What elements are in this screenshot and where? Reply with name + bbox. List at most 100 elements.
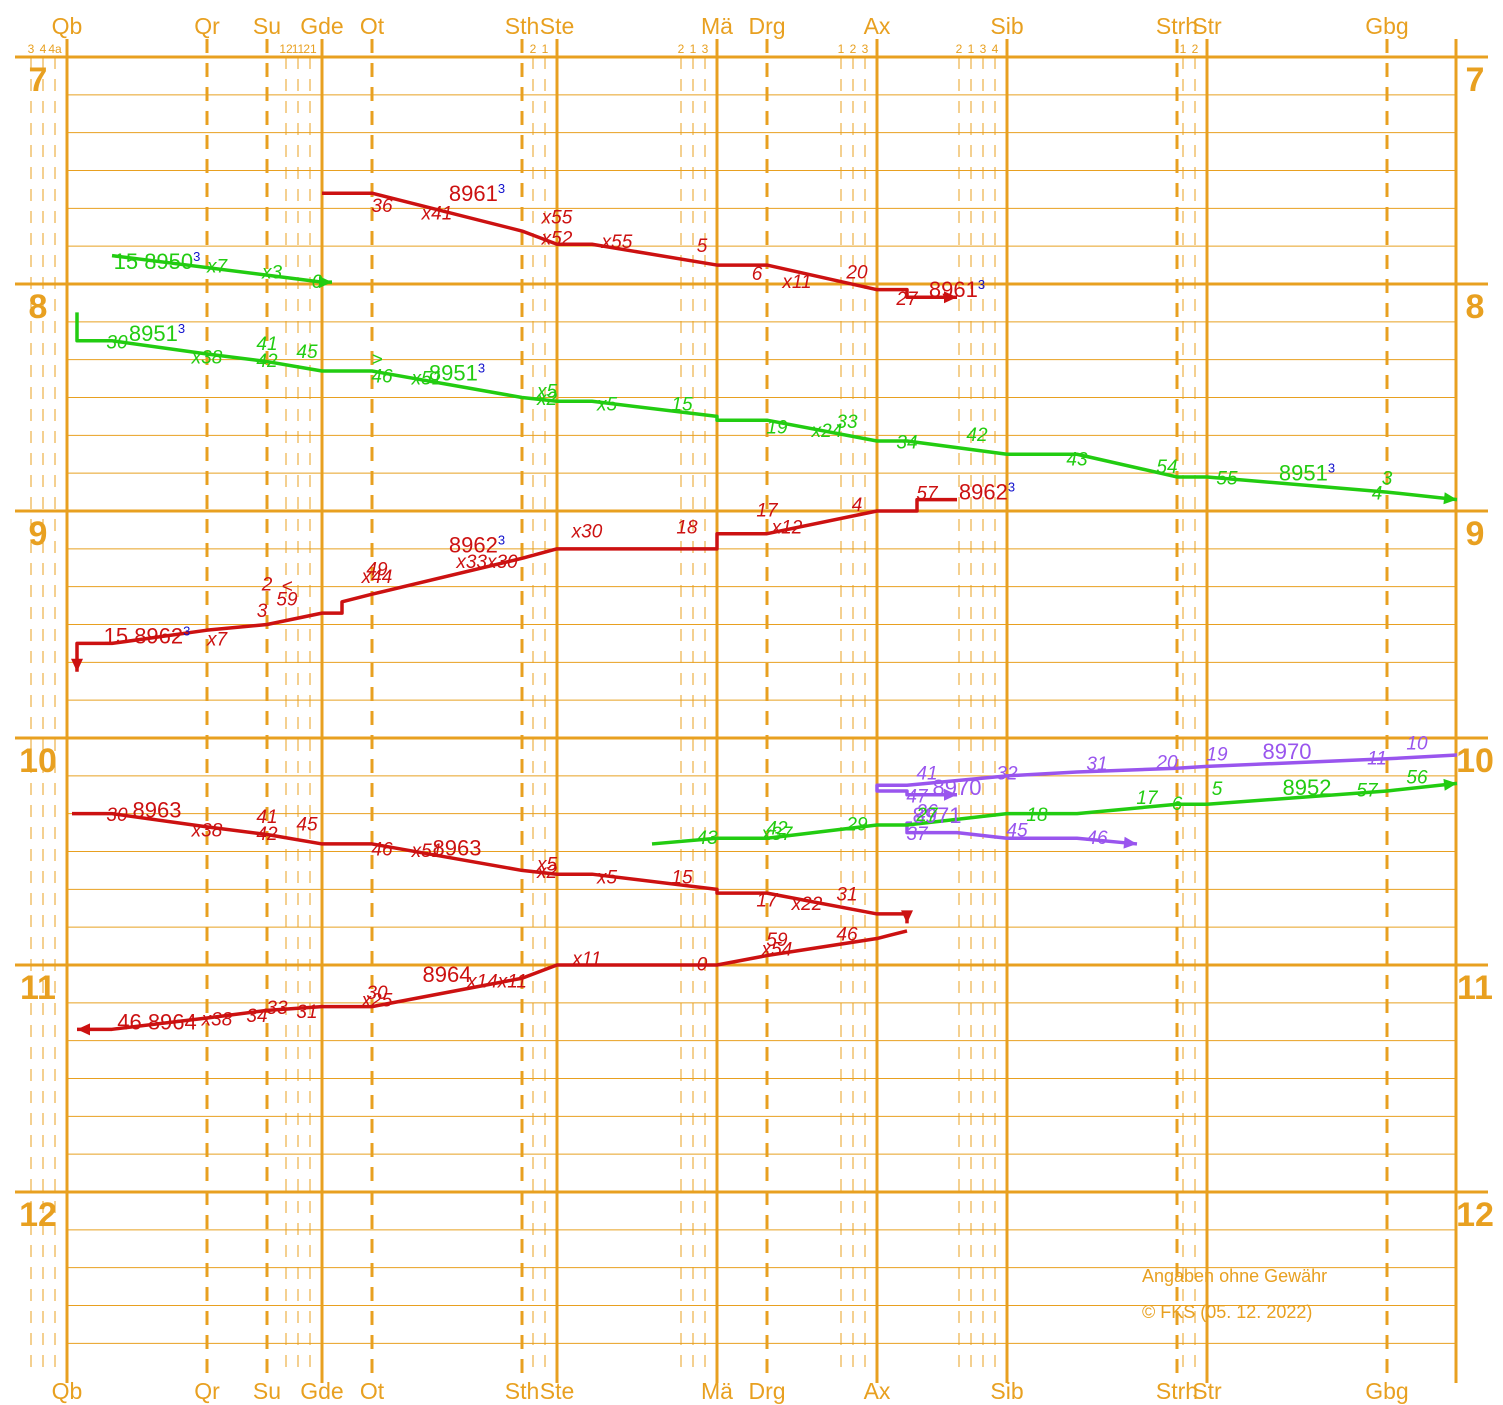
- time-label: x7: [206, 257, 229, 278]
- time-label: x2: [536, 862, 558, 883]
- track-label: 1: [690, 42, 697, 56]
- copyright-note: © FKS (05. 12. 2022): [1142, 1302, 1312, 1322]
- time-label: x54: [761, 940, 793, 961]
- time-label: 41: [916, 764, 937, 785]
- time-label: 42: [966, 425, 988, 446]
- time-label: 42: [256, 351, 278, 372]
- time-label: x11: [781, 272, 811, 293]
- station-label-top: Ot: [360, 13, 385, 39]
- time-label: 46: [371, 366, 393, 387]
- time-label: 46: [836, 924, 858, 945]
- time-label: 17: [756, 501, 779, 522]
- station-label-bottom: Mä: [701, 1378, 733, 1404]
- time-label: x5: [596, 868, 618, 889]
- time-label: 43: [1066, 450, 1088, 471]
- track-label: 1: [1180, 42, 1187, 56]
- train-number-label: 8970: [1263, 739, 1312, 764]
- time-label: 31: [296, 1002, 317, 1023]
- time-label: x38: [201, 1010, 233, 1031]
- station-label-top: Su: [253, 13, 281, 39]
- time-label: 6: [1172, 794, 1183, 815]
- time-label: 27: [915, 805, 939, 826]
- train-number-label: 89623: [959, 480, 1015, 505]
- time-label: x2: [536, 389, 558, 410]
- track-label: 2: [956, 42, 963, 56]
- train-number-label: 89513: [429, 360, 485, 385]
- time-label: x24: [811, 421, 843, 442]
- time-label: 30: [106, 805, 128, 826]
- train-arrow-8970: [944, 788, 957, 801]
- train-number-label: 8963: [133, 797, 182, 822]
- track-label: 2: [678, 42, 685, 56]
- time-label: 37: [906, 824, 929, 845]
- time-label: 54: [1156, 457, 1177, 478]
- train-number-label: 8963: [433, 835, 482, 860]
- station-label-top: Qb: [52, 13, 83, 39]
- time-label: 42: [766, 818, 788, 839]
- track-label: 2: [850, 42, 857, 56]
- track-label: 4a: [48, 42, 62, 56]
- track-label: 1: [968, 42, 975, 56]
- train-arrow-8952: [1443, 778, 1457, 791]
- hour-label-left: 11: [20, 969, 56, 1007]
- time-label: x5: [536, 382, 558, 403]
- time-label: 3: [1382, 469, 1393, 490]
- time-label: 45: [296, 815, 318, 836]
- track-label: 2: [1192, 42, 1199, 56]
- station-label-top: Qr: [194, 13, 220, 39]
- train-number-label: 8952: [1283, 775, 1332, 800]
- station-label-bottom: Ax: [864, 1378, 891, 1404]
- time-label: 17: [756, 890, 779, 911]
- time-label: 33: [836, 412, 858, 433]
- time-label: x3: [261, 262, 283, 283]
- station-label-bottom: Su: [253, 1378, 281, 1404]
- train-path-8962: [75, 497, 957, 672]
- station-label-bottom: Str: [1192, 1378, 1222, 1404]
- time-label: x37: [761, 824, 794, 845]
- time-label: 15: [671, 395, 693, 416]
- time-label: 26: [915, 801, 938, 822]
- time-label: 19: [1206, 745, 1228, 766]
- time-label: 10: [1406, 733, 1428, 754]
- time-label: 0: [697, 955, 708, 976]
- hour-label-left: 8: [29, 288, 48, 326]
- hour-label-left: 12: [19, 1196, 57, 1234]
- train-arrow-8964: [77, 1023, 90, 1036]
- time-label: 20: [845, 262, 868, 283]
- station-label-top: Strh: [1156, 13, 1198, 39]
- station-label-top: Drg: [748, 13, 785, 39]
- train-number-label: 8964: [423, 962, 472, 987]
- time-label: 17: [1136, 788, 1159, 809]
- track-label: 3: [980, 42, 987, 56]
- time-label: x38: [191, 347, 223, 368]
- train-number-label: 89613: [929, 277, 985, 302]
- track-label: 11: [292, 42, 305, 56]
- time-label: 6: [752, 264, 763, 285]
- time-label: 45: [1006, 820, 1028, 841]
- time-label: 34: [896, 433, 917, 454]
- train-path-8970: [875, 753, 1458, 797]
- track-label: 4: [40, 42, 47, 56]
- station-label-top: Ax: [864, 13, 891, 39]
- train-number-label: 46 8964: [117, 1009, 197, 1034]
- train-number-label: 89513: [1279, 461, 1335, 486]
- track-label: 1: [542, 42, 549, 56]
- time-label: 42: [256, 824, 278, 845]
- time-label: 29: [845, 815, 868, 836]
- time-label: 19: [766, 417, 788, 438]
- time-label: x14x11: [466, 972, 527, 993]
- hour-label-right: 7: [1466, 61, 1485, 99]
- time-label: 59: [766, 930, 788, 951]
- time-label: 20: [1155, 752, 1178, 773]
- station-label-bottom: Qb: [52, 1378, 83, 1404]
- time-label: 4: [1372, 484, 1383, 505]
- time-label: x51: [411, 841, 443, 862]
- time-label: 57: [916, 484, 939, 505]
- time-label: 4: [852, 495, 863, 516]
- station-label-top: Gbg: [1365, 13, 1408, 39]
- station-label-top: Gde: [300, 13, 343, 39]
- time-label: 15: [671, 868, 693, 889]
- track-label: 4: [992, 42, 999, 56]
